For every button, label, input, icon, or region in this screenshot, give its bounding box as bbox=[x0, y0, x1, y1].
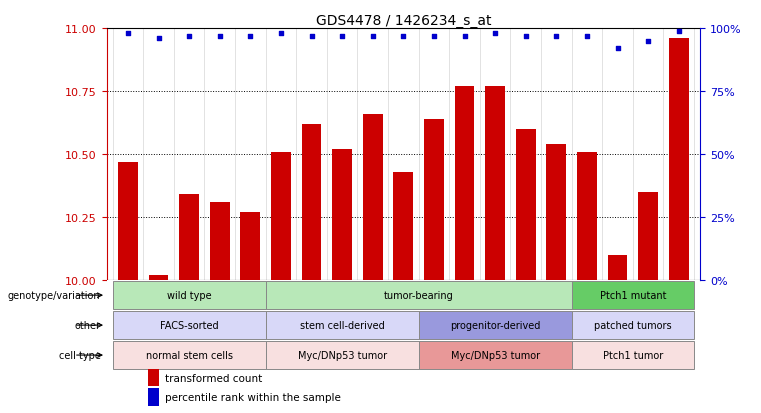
Bar bbox=[572, 342, 694, 369]
Point bbox=[122, 31, 134, 37]
Text: Myc/DNp53 tumor: Myc/DNp53 tumor bbox=[451, 350, 540, 360]
Bar bbox=[266, 342, 419, 369]
Point bbox=[611, 46, 623, 52]
Text: Myc/DNp53 tumor: Myc/DNp53 tumor bbox=[298, 350, 387, 360]
Text: progenitor-derived: progenitor-derived bbox=[450, 320, 540, 330]
Bar bbox=[572, 282, 694, 309]
Point bbox=[458, 33, 470, 40]
Bar bbox=[607, 255, 628, 280]
Bar bbox=[301, 124, 321, 280]
Bar bbox=[546, 145, 566, 280]
Text: tumor-bearing: tumor-bearing bbox=[384, 290, 454, 300]
Bar bbox=[486, 87, 505, 280]
Bar bbox=[118, 162, 138, 280]
Text: wild type: wild type bbox=[167, 290, 212, 300]
Text: transformed count: transformed count bbox=[164, 373, 262, 383]
Bar bbox=[577, 152, 597, 280]
Bar bbox=[638, 192, 658, 280]
Point bbox=[550, 33, 562, 40]
Point bbox=[642, 38, 654, 45]
Text: genotype/variation: genotype/variation bbox=[8, 290, 100, 300]
Bar bbox=[572, 311, 694, 339]
Point bbox=[244, 33, 256, 40]
Bar bbox=[148, 389, 159, 406]
Bar bbox=[113, 282, 266, 309]
Bar bbox=[333, 150, 352, 280]
Bar bbox=[516, 130, 536, 280]
Point bbox=[397, 33, 409, 40]
Point bbox=[520, 33, 532, 40]
Bar bbox=[240, 213, 260, 280]
Text: cell type: cell type bbox=[59, 350, 100, 360]
Bar bbox=[113, 342, 266, 369]
Bar bbox=[148, 275, 168, 280]
Bar bbox=[210, 202, 230, 280]
Point bbox=[367, 33, 379, 40]
Text: Ptch1 mutant: Ptch1 mutant bbox=[600, 290, 666, 300]
Text: FACS-sorted: FACS-sorted bbox=[160, 320, 218, 330]
Point bbox=[183, 33, 196, 40]
Title: GDS4478 / 1426234_s_at: GDS4478 / 1426234_s_at bbox=[316, 14, 491, 28]
Bar bbox=[179, 195, 199, 280]
Point bbox=[428, 33, 440, 40]
Bar bbox=[419, 342, 572, 369]
Bar bbox=[669, 39, 689, 280]
Text: percentile rank within the sample: percentile rank within the sample bbox=[164, 392, 341, 402]
Text: normal stem cells: normal stem cells bbox=[145, 350, 233, 360]
Text: Ptch1 tumor: Ptch1 tumor bbox=[603, 350, 663, 360]
Bar bbox=[266, 311, 419, 339]
Text: stem cell-derived: stem cell-derived bbox=[300, 320, 384, 330]
Bar bbox=[148, 369, 159, 387]
Point bbox=[152, 36, 164, 42]
Bar bbox=[271, 152, 291, 280]
Bar bbox=[113, 311, 266, 339]
Bar bbox=[424, 119, 444, 280]
Bar bbox=[266, 282, 572, 309]
Bar bbox=[419, 311, 572, 339]
Point bbox=[275, 31, 287, 37]
Point bbox=[214, 33, 226, 40]
Bar bbox=[363, 114, 383, 280]
Point bbox=[673, 28, 685, 35]
Point bbox=[336, 33, 349, 40]
Text: patched tumors: patched tumors bbox=[594, 320, 672, 330]
Text: other: other bbox=[75, 320, 100, 330]
Bar bbox=[393, 172, 413, 280]
Point bbox=[489, 31, 501, 37]
Bar bbox=[454, 87, 474, 280]
Point bbox=[305, 33, 317, 40]
Point bbox=[581, 33, 593, 40]
